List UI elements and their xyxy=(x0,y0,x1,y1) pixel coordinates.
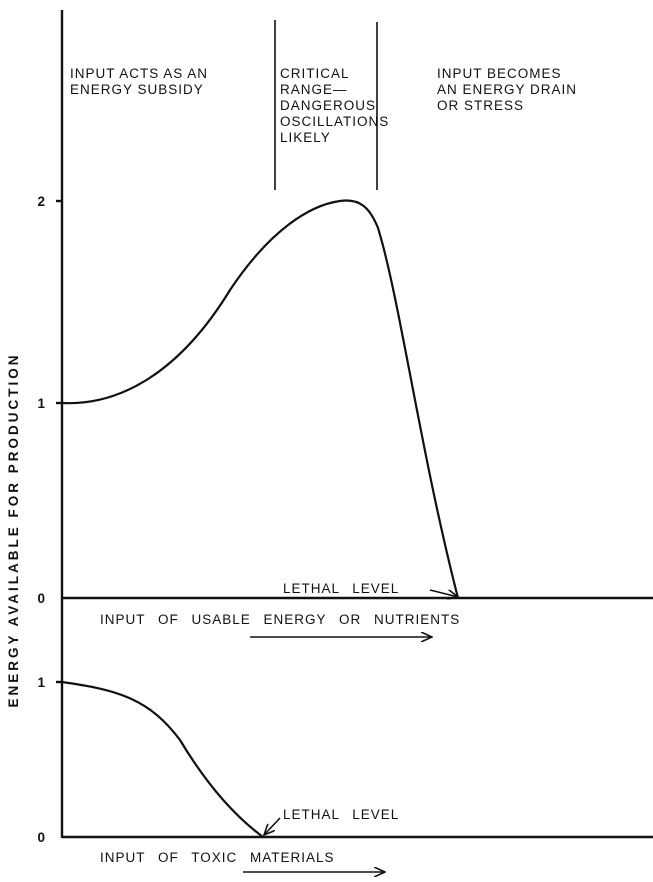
tick-label: 1 xyxy=(37,396,46,411)
region-label: DANGEROUS xyxy=(280,98,376,113)
toxic-curve xyxy=(61,680,264,838)
region-label: INPUT BECOMES xyxy=(437,66,562,81)
region-label: CRITICAL xyxy=(280,66,350,81)
region-label: ENERGY SUBSIDY xyxy=(70,82,204,97)
x-axis-label: INPUT OF TOXIC MATERIALS xyxy=(100,850,335,865)
tick-label: 0 xyxy=(37,591,46,606)
region-label: RANGE— xyxy=(280,82,348,97)
x-axis-label: INPUT OF USABLE ENERGY OR NUTRIENTS xyxy=(100,612,460,627)
tick-label: 1 xyxy=(37,675,46,690)
lethal-arrow xyxy=(429,589,458,597)
production-curve xyxy=(61,199,460,599)
region-label: INPUT ACTS AS AN xyxy=(70,66,208,81)
region-label: OR STRESS xyxy=(437,98,524,113)
region-label: AN ENERGY DRAIN xyxy=(437,82,577,97)
region-label: LIKELY xyxy=(280,130,331,145)
region-label: OSCILLATIONS xyxy=(280,114,389,129)
lethal-label: LETHAL LEVEL xyxy=(283,581,399,596)
lethal-arrow xyxy=(264,817,281,835)
lethal-label: LETHAL LEVEL xyxy=(283,807,399,822)
y-axis-label: ENERGY AVAILABLE FOR PRODUCTION xyxy=(6,352,21,707)
tick-label: 0 xyxy=(37,830,46,845)
tick-label: 2 xyxy=(37,194,46,209)
